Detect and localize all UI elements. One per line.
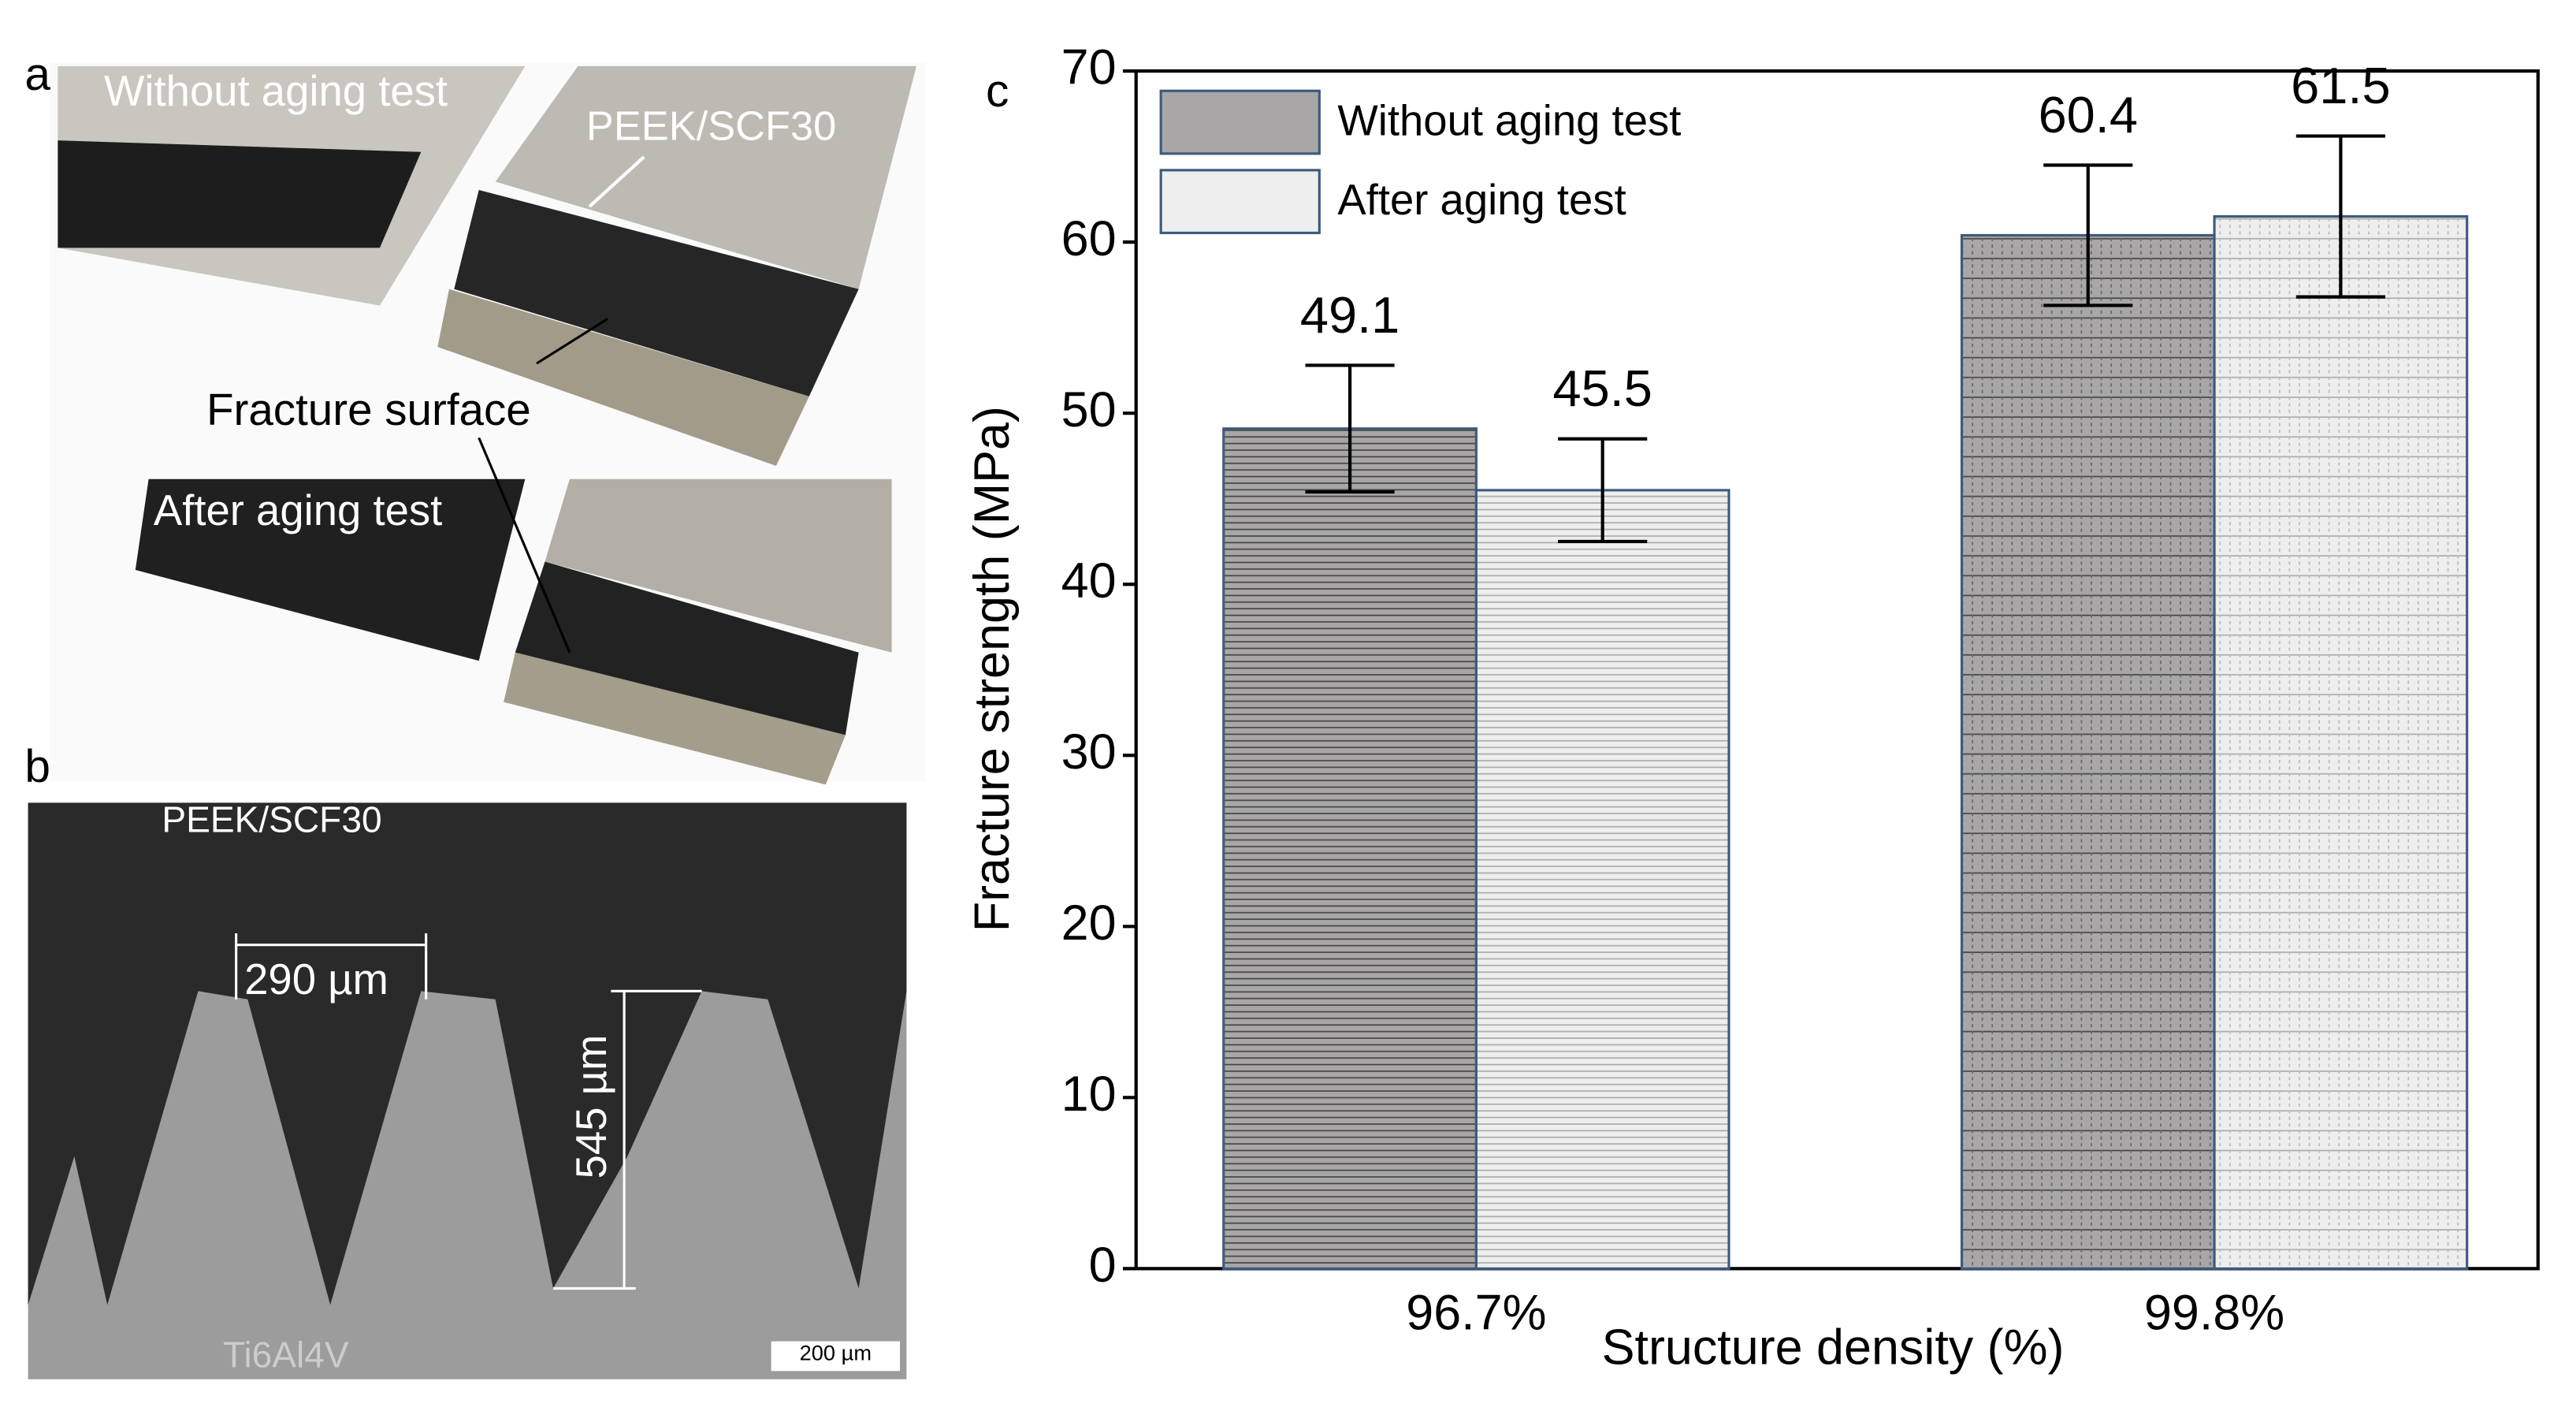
bar bbox=[1222, 427, 1478, 1270]
photo-label: 545 µm bbox=[567, 1035, 615, 1179]
photo-a bbox=[49, 62, 925, 785]
y-tick-label: 60 bbox=[1061, 211, 1117, 266]
legend-label: After aging test bbox=[1337, 176, 1626, 224]
error-bar bbox=[1558, 437, 1648, 544]
photo-label: PEEK/SCF30 bbox=[586, 103, 836, 149]
y-tick-label: 0 bbox=[1089, 1238, 1117, 1293]
y-tick-label: 10 bbox=[1061, 1067, 1117, 1122]
bar bbox=[1474, 489, 1730, 1270]
photo-label: Ti6Al4V bbox=[223, 1335, 349, 1376]
error-bar bbox=[1305, 363, 1395, 494]
x-tick-label: 96.7% bbox=[1406, 1286, 1546, 1341]
photo-label: 290 µm bbox=[244, 955, 388, 1003]
x-axis-label: Structure density (%) bbox=[1602, 1320, 2065, 1376]
y-tick-label: 30 bbox=[1061, 724, 1117, 780]
photo-label: Fracture surface bbox=[206, 385, 531, 434]
value-label: 49.1 bbox=[1300, 286, 1400, 344]
error-bar bbox=[2043, 163, 2133, 307]
photo-label: After aging test bbox=[154, 486, 442, 534]
plot-frame bbox=[1134, 69, 2540, 1271]
photo-label: PEEK/SCF30 bbox=[162, 799, 381, 840]
error-bar bbox=[2295, 134, 2385, 299]
photo-label: Without aging test bbox=[104, 67, 448, 115]
y-tick-label: 50 bbox=[1061, 382, 1117, 437]
x-tick-label: 99.8% bbox=[2144, 1286, 2284, 1341]
value-label: 60.4 bbox=[2039, 86, 2138, 143]
panel-label: b bbox=[24, 741, 50, 792]
legend-label: Without aging test bbox=[1337, 97, 1681, 145]
legend-swatch bbox=[1159, 89, 1321, 155]
value-label: 61.5 bbox=[2291, 57, 2390, 114]
y-tick-label: 40 bbox=[1061, 553, 1117, 609]
scale-bar-label: 200 µm bbox=[800, 1341, 872, 1365]
value-label: 45.5 bbox=[1552, 359, 1652, 417]
legend-swatch bbox=[1159, 169, 1321, 235]
panel-label: a bbox=[24, 49, 50, 100]
y-tick-label: 20 bbox=[1061, 895, 1117, 951]
bar bbox=[1960, 233, 2216, 1270]
bar bbox=[2213, 215, 2469, 1270]
y-tick-label: 70 bbox=[1061, 40, 1117, 95]
panel-label: c bbox=[986, 65, 1009, 117]
photo-b bbox=[28, 802, 907, 1379]
y-axis-label: Fracture strength (MPa) bbox=[965, 406, 1020, 932]
